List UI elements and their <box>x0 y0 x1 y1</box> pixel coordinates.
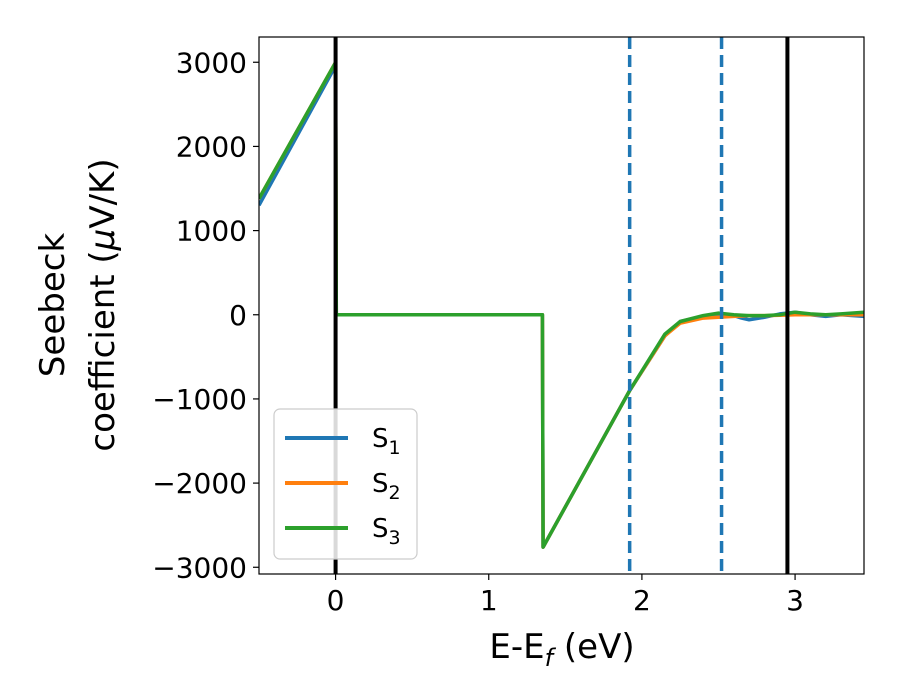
plot-frame <box>258 36 865 575</box>
y-axis-title: Seebeck coefficient (μV/K) <box>33 158 123 451</box>
y-tick-label: 2000 <box>176 130 247 163</box>
y-axis-title-line1: Seebeck <box>33 233 73 378</box>
x-tick-label: 3 <box>786 584 804 617</box>
series-line-s3 <box>259 60 864 549</box>
tick-layer: 0 1 2 3 3000 2000 1000 0 −1000 −2000 −3000 <box>152 46 804 617</box>
legend: S1 S2 S3 <box>273 408 418 560</box>
x-tick-label: 0 <box>327 584 345 617</box>
x-axis-title: E-Ef (eV) <box>489 627 634 672</box>
legend-label-s3: S3 <box>372 514 401 549</box>
legend-label-s1: S1 <box>372 424 401 459</box>
legend-label-s2: S2 <box>372 469 401 504</box>
y-tick-label: 0 <box>229 299 247 332</box>
y-tick-label: −2000 <box>152 467 247 500</box>
y-axis-title-line2: coefficient (μV/K) <box>83 158 123 451</box>
y-tick-label: −1000 <box>152 383 247 416</box>
y-tick-label: −3000 <box>152 551 247 584</box>
plot-data-layer <box>259 37 864 574</box>
y-tick-label: 3000 <box>176 46 247 79</box>
x-tick-label: 1 <box>480 584 498 617</box>
y-tick-label: 1000 <box>176 215 247 248</box>
x-tick-label: 2 <box>633 584 651 617</box>
